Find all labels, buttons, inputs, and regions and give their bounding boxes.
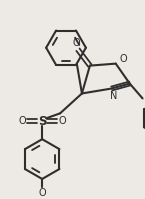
Text: O: O	[18, 116, 26, 126]
Text: O: O	[72, 38, 80, 48]
Text: O: O	[38, 188, 46, 198]
Text: O: O	[58, 116, 66, 126]
Text: N: N	[110, 91, 117, 101]
Text: O: O	[120, 54, 127, 64]
Text: S: S	[38, 115, 46, 128]
